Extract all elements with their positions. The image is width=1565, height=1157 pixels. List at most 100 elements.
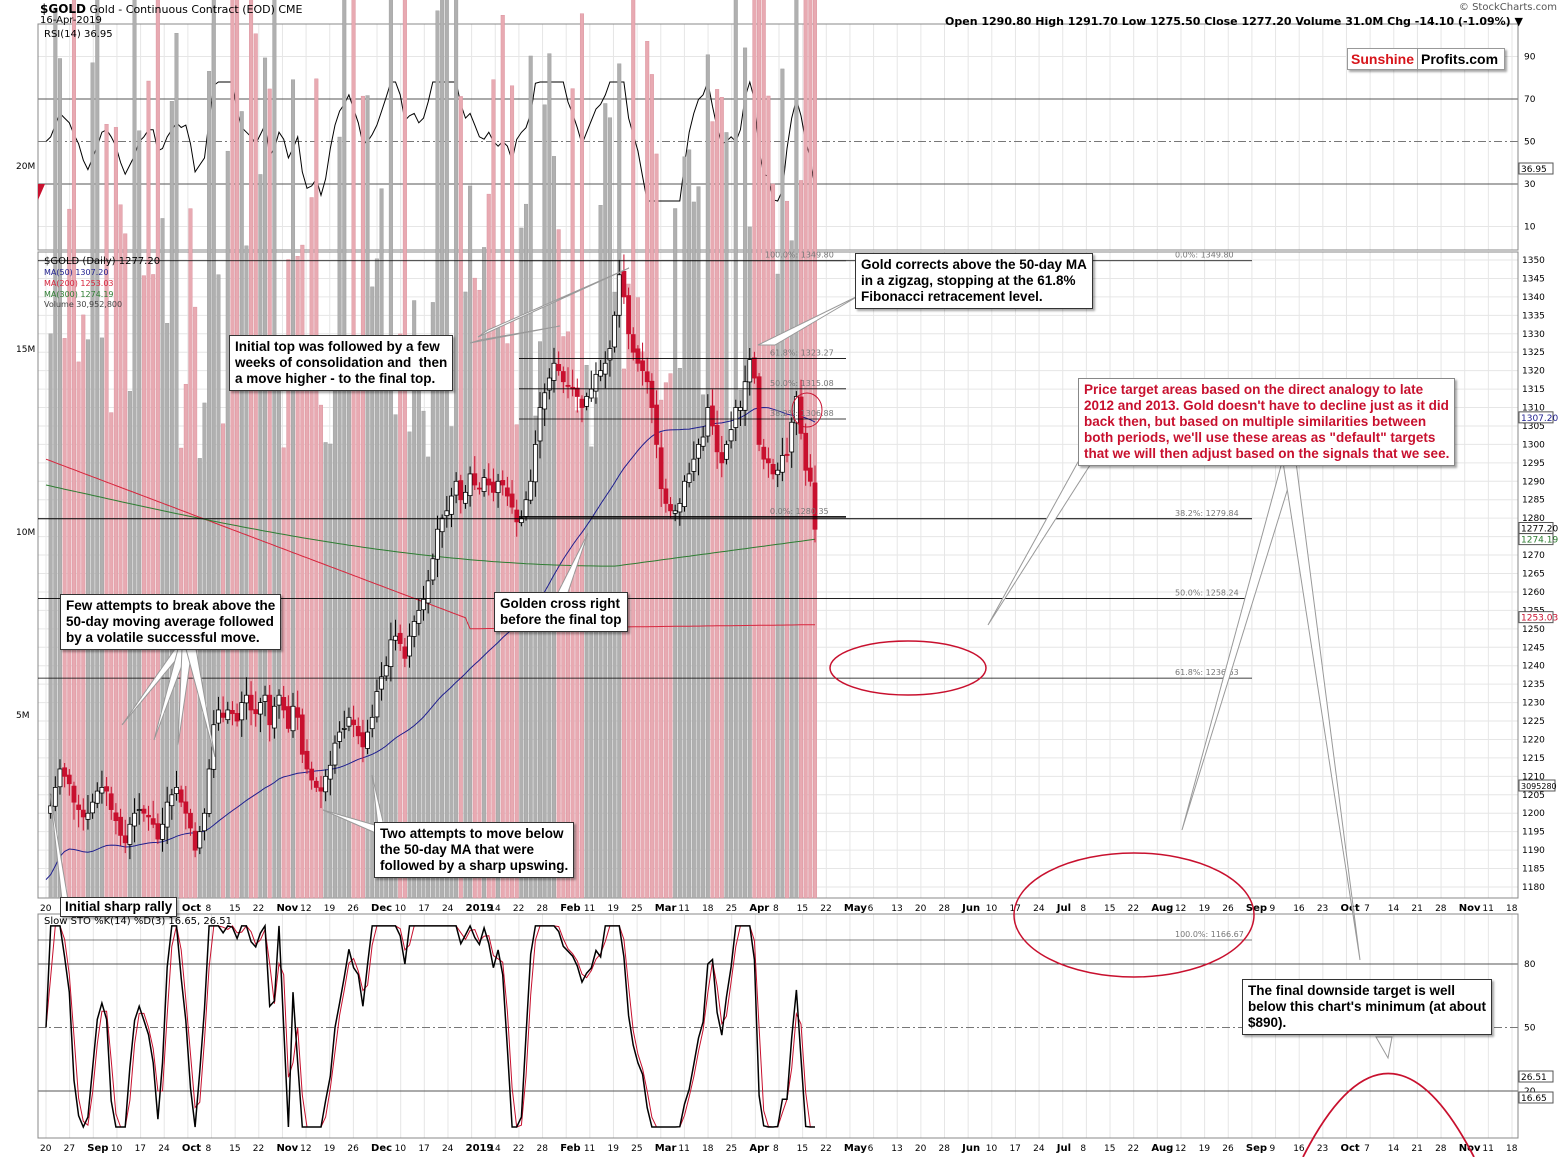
x-tick-label: 8 [206, 904, 212, 914]
candle-body [318, 787, 324, 792]
x-tick-label: 16 [1293, 904, 1305, 914]
rsi-panel [45, 80, 816, 202]
volume-bar [239, 111, 244, 899]
candle-body [458, 480, 464, 501]
sto-k-tag-label: 16.65 [1521, 1094, 1547, 1104]
volume-bar [552, 156, 557, 899]
note-initial-top: Initial top was followed by a few weeks … [229, 335, 454, 391]
volume-tag-label: 3095280 [1521, 782, 1557, 791]
x-tick-label: 22 [513, 904, 524, 914]
x-tick-label: 25 [726, 904, 737, 914]
x-tick-label: 12 [300, 904, 311, 914]
x-tick-label: 14 [489, 904, 501, 914]
volume-bar [48, 333, 53, 899]
x-tick-label-bottom: 8 [206, 1144, 212, 1154]
candle-body [435, 528, 440, 560]
fib-left-label: 61.8%: 1323.27 [770, 349, 834, 358]
rsi-tick-label: 50 [1524, 138, 1536, 148]
volume-bar [449, 426, 454, 899]
candle-body [383, 665, 389, 677]
x-tick-label: 28 [537, 904, 549, 914]
candle-body [705, 407, 711, 437]
candle-body [62, 767, 68, 777]
candle-body [239, 702, 245, 721]
volume-bar [365, 95, 370, 899]
x-tick-label: 22 [820, 904, 831, 914]
x-tick-label-bottom: Mar [655, 1143, 677, 1154]
volume-bar [808, 0, 813, 899]
rsi-line [45, 80, 816, 202]
x-tick-label-bottom: Oct [182, 1143, 201, 1154]
volume-bar [440, 0, 445, 899]
candle-body [477, 487, 482, 490]
x-tick-label-bottom: 28 [939, 1144, 951, 1154]
price-tick-label: 1305 [1522, 422, 1545, 432]
candle-body [295, 707, 301, 718]
candle-body [770, 463, 776, 475]
x-tick-label: Apr [749, 903, 769, 914]
volume-bar [393, 414, 398, 899]
note-two-attempts: Two attempts to move below the 50-day MA… [374, 822, 575, 878]
highlight-ellipse [791, 392, 823, 428]
candle-body [588, 388, 594, 399]
candle-body [812, 482, 818, 530]
x-tick-label-bottom: 7 [1364, 1144, 1370, 1154]
volume-bar [733, 0, 738, 899]
x-tick-label: 26 [347, 904, 359, 914]
volume-bar [472, 277, 477, 899]
volume-bar [687, 149, 692, 899]
volume-bar [286, 259, 291, 899]
candle-body [397, 632, 403, 644]
candle-body [560, 371, 566, 383]
candle-body [644, 371, 650, 383]
volume-bar [207, 71, 212, 899]
candle-body [262, 694, 268, 702]
price-tick-label: 1225 [1522, 717, 1545, 727]
rsi-frame [37, 23, 1519, 251]
volume-bar [137, 130, 142, 899]
volume-bar [244, 245, 249, 899]
x-tick-label-bottom: 20 [915, 1144, 927, 1154]
candle-body [76, 804, 82, 810]
volume-bar [430, 302, 435, 899]
sto-frame [37, 913, 1519, 1139]
x-tick-label-bottom: 10 [111, 1144, 123, 1154]
candle-body [756, 376, 762, 445]
x-tick-label: 14 [1388, 904, 1400, 914]
fib-left-label: 0.0%: 1280.35 [770, 507, 829, 516]
candle-body [486, 478, 492, 486]
volume-bar [146, 80, 151, 899]
x-tick-label-bottom: 28 [1435, 1144, 1447, 1154]
volume-bar [169, 101, 174, 899]
price-tick-label: 1265 [1522, 570, 1545, 580]
x-tick-label-bottom: 8 [1080, 1144, 1086, 1154]
candle-body [504, 487, 510, 497]
x-tick-label-bottom: 20 [40, 1144, 52, 1154]
x-tick-label: 18 [702, 904, 714, 914]
candlesticks [48, 254, 818, 860]
candle-body [197, 831, 203, 849]
pointer-initial-top-a [477, 267, 630, 338]
volume-bar [579, 13, 584, 899]
x-tick-label: 20 [915, 904, 927, 914]
rsi-tag-label: 36.95 [1521, 165, 1547, 175]
x-tick-label-bottom: 24 [442, 1144, 454, 1154]
chart-title: $GOLD Gold - Continuous Contract (EOD) C… [40, 2, 303, 16]
volume-bar [318, 404, 323, 899]
candle-body [369, 716, 375, 730]
legend-main: $GOLD (Daily) 1277.20 [44, 256, 161, 267]
candle-body [542, 392, 548, 410]
volume-bar [663, 382, 668, 899]
candle-body [765, 458, 771, 464]
candle-body [299, 714, 305, 755]
candle-body [416, 609, 422, 624]
candle-body [686, 473, 692, 483]
sto-label: Slow STO %K(14) %D(3) 16.65, 26.51 [44, 916, 233, 927]
candle-body [225, 709, 231, 721]
price-tick-label: 1280 [1522, 514, 1545, 524]
ohlc-readout: Open 1290.80 High 1291.70 Low 1275.50 Cl… [945, 15, 1523, 28]
price-tick-label: 1240 [1522, 662, 1545, 672]
pointer-gold-corrects [757, 294, 861, 346]
candle-body [728, 429, 734, 442]
volume-bar [379, 188, 384, 899]
